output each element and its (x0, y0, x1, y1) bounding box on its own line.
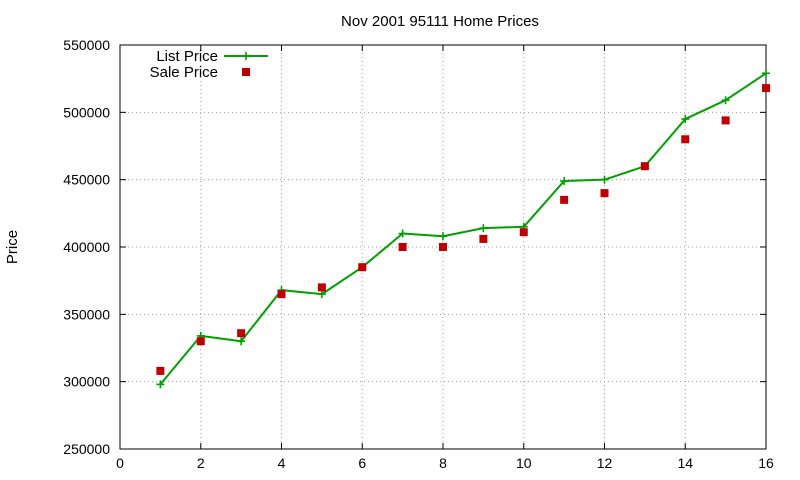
list-price-point (237, 337, 246, 346)
y-tick-label: 550000 (63, 37, 110, 53)
x-tick-label: 16 (758, 455, 774, 471)
list-price-point (681, 115, 690, 124)
list-price-line (159, 72, 767, 385)
list-price-point (156, 380, 165, 389)
x-tick-label: 4 (278, 455, 286, 471)
list-price-point (398, 229, 407, 238)
legend-entry-sale-price: Sale Price (150, 64, 250, 81)
list-price-point (721, 96, 730, 105)
sale-price-point (317, 283, 326, 292)
sale-price-point (439, 243, 447, 251)
series (156, 69, 770, 389)
y-tick-label: 250000 (63, 441, 110, 457)
sale-price-point (721, 116, 730, 125)
x-tick-label: 0 (116, 455, 124, 471)
sale-price-point (519, 228, 528, 237)
legend-square-swatch (242, 68, 250, 76)
list-price-point (600, 175, 609, 184)
sale-price-point (479, 234, 488, 243)
sale-price-point (600, 189, 609, 198)
y-tick-label: 300000 (63, 374, 110, 390)
sale-price-point (681, 135, 690, 144)
list-price-point (762, 69, 770, 78)
x-tick-label: 8 (439, 455, 447, 471)
list-price-point (439, 232, 447, 241)
y-tick-label: 500000 (63, 104, 110, 120)
axes: 0 2 4 6 8 10 12 14 16 250000 300000 350000 400000 450… (63, 37, 774, 471)
y-axis-label: Price (4, 230, 21, 264)
sale-price-point (640, 162, 649, 171)
list-price-point (479, 224, 488, 233)
legend-label: List Price (156, 48, 218, 65)
grid (120, 45, 766, 449)
y-tick-label: 350000 (63, 306, 110, 322)
sale-price-point (277, 290, 286, 299)
x-tick-label: 10 (516, 455, 532, 471)
y-tick-label: 450000 (63, 172, 110, 188)
list-price-series (156, 69, 770, 389)
sale-price-series (156, 84, 770, 375)
list-price-point (317, 290, 326, 299)
x-tick-label: 6 (358, 455, 366, 471)
sale-price-point (196, 337, 205, 346)
x-tick-label: 12 (597, 455, 613, 471)
legend-label: Sale Price (150, 64, 218, 81)
y-tick-label: 400000 (63, 239, 110, 255)
legend-plus-swatch (242, 52, 250, 60)
sale-price-point (156, 366, 165, 375)
sale-price-point (358, 263, 367, 272)
sale-price-point (398, 243, 407, 251)
legend-entry-list-price: List Price (156, 48, 268, 65)
chart-title: Nov 2001 95111 Home Prices (341, 13, 539, 30)
sale-price-point (560, 195, 569, 204)
sale-price-point (237, 329, 246, 338)
x-tick-label: 2 (197, 455, 205, 471)
x-tick-label: 14 (677, 455, 693, 471)
sale-price-point (762, 84, 770, 93)
list-price-point (560, 177, 569, 186)
